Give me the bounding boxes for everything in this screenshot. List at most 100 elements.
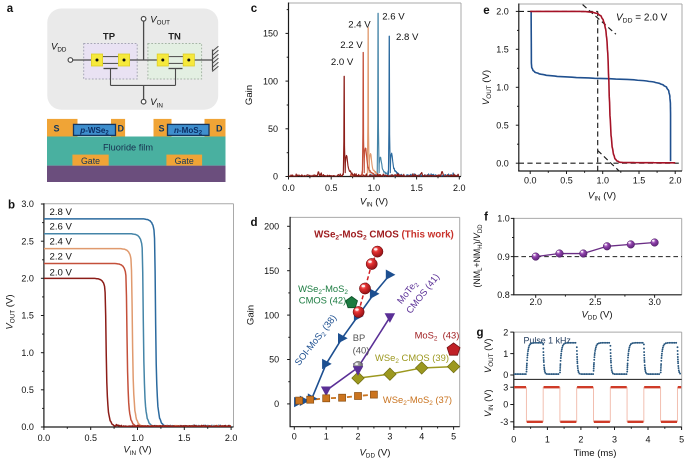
svg-text:200: 200	[264, 222, 279, 232]
svg-text:Gain: Gain	[244, 85, 255, 105]
svg-text:Gate: Gate	[175, 156, 194, 166]
svg-text:0.0: 0.0	[524, 175, 537, 185]
svg-text:S: S	[158, 124, 164, 134]
svg-text:5: 5	[679, 435, 684, 445]
svg-text:VOUT (V): VOUT (V)	[483, 338, 495, 372]
svg-text:2.6 V: 2.6 V	[50, 222, 73, 233]
svg-text:1.5: 1.5	[410, 183, 423, 193]
svg-text:1.0: 1.0	[131, 433, 144, 443]
svg-text:2.8 V: 2.8 V	[50, 207, 73, 218]
svg-text:1.5: 1.5	[633, 175, 646, 185]
svg-text:0.0: 0.0	[21, 422, 34, 432]
svg-text:1: 1	[324, 432, 329, 442]
svg-text:1.0: 1.0	[497, 214, 510, 224]
svg-text:0: 0	[273, 172, 278, 182]
svg-text:-3: -3	[500, 417, 508, 427]
svg-text:CMOS (42): CMOS (42)	[299, 294, 346, 305]
svg-text:5: 5	[451, 432, 456, 442]
svg-text:0.5: 0.5	[21, 385, 34, 395]
svg-text:WSe2-MoS2 CMOS (This work): WSe2-MoS2 CMOS (This work)	[314, 230, 454, 242]
svg-text:Gain: Gain	[246, 305, 257, 325]
svg-text:4: 4	[419, 432, 424, 442]
svg-text:SOI-MoS2 (38): SOI-MoS2 (38)	[292, 312, 340, 368]
svg-text:D: D	[118, 124, 125, 134]
svg-text:TP: TP	[103, 32, 116, 43]
svg-text:2.0: 2.0	[21, 274, 34, 284]
svg-text:0: 0	[511, 435, 516, 445]
svg-text:0: 0	[503, 370, 508, 380]
svg-text:VIN: VIN	[150, 97, 163, 109]
svg-text:(NML+NMH)/VDD: (NML+NMH)/VDD	[472, 224, 484, 288]
svg-text:50: 50	[268, 124, 278, 134]
svg-text:VIN (V): VIN (V)	[483, 389, 495, 417]
svg-text:Pulse 1 kHz: Pulse 1 kHz	[524, 335, 571, 345]
svg-text:b: b	[8, 200, 15, 212]
svg-text:2: 2	[503, 327, 508, 337]
svg-text:WSe2 CMOS (39): WSe2 CMOS (39)	[375, 352, 449, 365]
svg-text:n-MoS2: n-MoS2	[174, 126, 203, 137]
svg-text:2.0: 2.0	[225, 433, 238, 443]
svg-text:Gate: Gate	[81, 156, 100, 166]
svg-text:0.9: 0.9	[497, 252, 510, 262]
svg-text:0: 0	[503, 400, 508, 410]
svg-text:3: 3	[612, 435, 617, 445]
svg-text:e: e	[483, 5, 489, 17]
svg-text:f: f	[484, 212, 488, 224]
svg-text:1.0: 1.0	[368, 183, 381, 193]
svg-text:WSe2-MoS2 (37): WSe2-MoS2 (37)	[383, 394, 452, 407]
svg-text:2: 2	[578, 435, 583, 445]
svg-text:0.5: 0.5	[496, 120, 509, 130]
svg-text:3.0: 3.0	[21, 199, 34, 209]
svg-text:0.5: 0.5	[84, 433, 97, 443]
svg-text:VDD: VDD	[51, 42, 67, 54]
svg-text:1.5: 1.5	[21, 311, 34, 321]
svg-text:VDD = 2.0 V: VDD = 2.0 V	[616, 13, 668, 25]
svg-text:3.0: 3.0	[648, 297, 661, 307]
svg-text:2.2 V: 2.2 V	[50, 252, 73, 263]
svg-text:1: 1	[545, 435, 550, 445]
svg-text:0.0: 0.0	[496, 158, 509, 168]
svg-text:2.0 V: 2.0 V	[331, 57, 354, 68]
svg-text:150: 150	[264, 266, 279, 276]
svg-text:0.0: 0.0	[282, 183, 295, 193]
svg-text:2.0: 2.0	[453, 183, 466, 193]
svg-text:VOUT (V): VOUT (V)	[481, 70, 493, 105]
svg-text:VIN (V): VIN (V)	[123, 445, 151, 457]
svg-text:VDD (V): VDD (V)	[360, 447, 391, 459]
svg-text:p-WSe2: p-WSe2	[79, 126, 109, 137]
svg-text:Fluoride film: Fluoride film	[103, 142, 153, 152]
svg-text:100: 100	[264, 310, 279, 320]
svg-text:d: d	[250, 217, 257, 229]
svg-text:VIN (V): VIN (V)	[360, 196, 388, 208]
svg-text:3: 3	[503, 382, 508, 392]
svg-text:1.0: 1.0	[21, 348, 34, 358]
svg-text:2.0: 2.0	[529, 297, 542, 307]
svg-text:1.5: 1.5	[496, 45, 509, 55]
svg-text:a: a	[7, 3, 14, 15]
svg-text:WSe2-MoS2: WSe2-MoS2	[298, 283, 348, 296]
svg-text:g: g	[476, 327, 483, 339]
svg-text:2.4 V: 2.4 V	[348, 20, 371, 31]
svg-text:2.5: 2.5	[21, 236, 34, 246]
svg-text:(40): (40)	[353, 345, 370, 356]
svg-text:S: S	[53, 124, 59, 134]
svg-text:1: 1	[503, 349, 508, 359]
svg-text:2.0: 2.0	[669, 175, 682, 185]
svg-text:150: 150	[263, 29, 278, 39]
svg-text:2.2 V: 2.2 V	[340, 40, 363, 51]
svg-text:0.0: 0.0	[38, 433, 51, 443]
svg-text:MoS2 (43): MoS2 (43)	[415, 329, 460, 342]
svg-text:2.8 V: 2.8 V	[396, 32, 419, 43]
svg-text:2.0 V: 2.0 V	[50, 268, 73, 279]
svg-text:D: D	[216, 124, 223, 134]
svg-text:0.8: 0.8	[497, 290, 510, 300]
svg-text:2.0: 2.0	[496, 7, 509, 17]
svg-text:VOUT (V): VOUT (V)	[5, 294, 17, 329]
svg-text:0.5: 0.5	[560, 175, 573, 185]
svg-text:0.5: 0.5	[325, 183, 338, 193]
svg-text:BP: BP	[353, 332, 366, 343]
svg-text:VOUT: VOUT	[150, 14, 170, 26]
svg-text:2.6 V: 2.6 V	[382, 12, 405, 23]
svg-text:1.0: 1.0	[496, 83, 509, 93]
svg-text:Time (ms): Time (ms)	[574, 448, 617, 459]
